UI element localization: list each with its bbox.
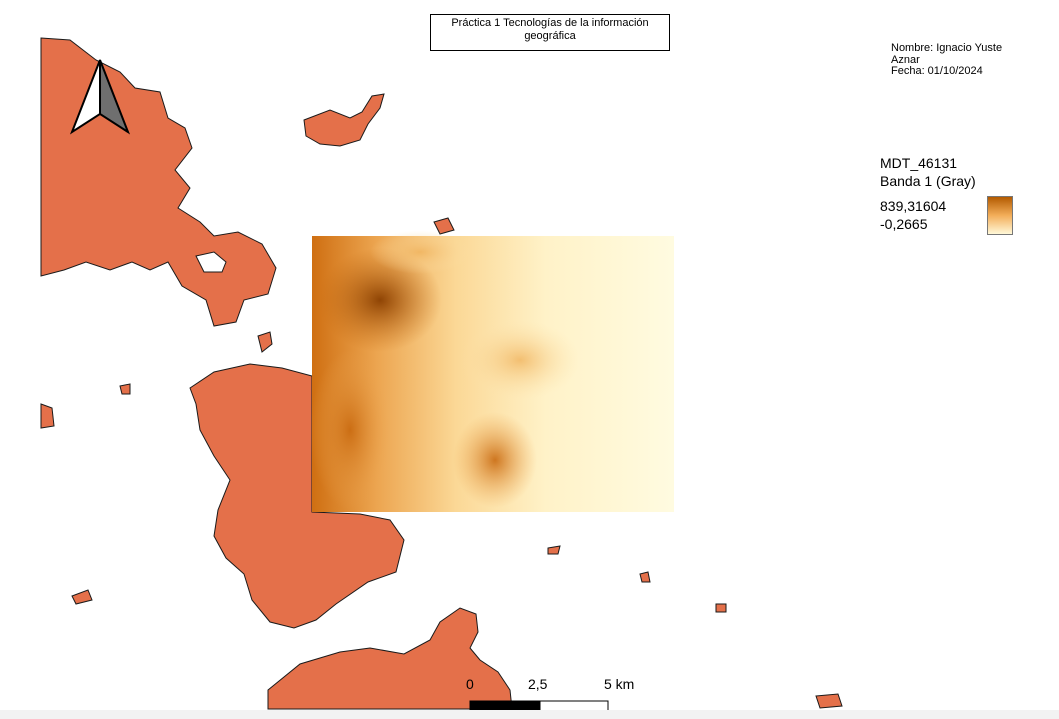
author-name-line1: Nombre: Ignacio Yuste — [891, 42, 1003, 54]
author-date: Fecha: 01/10/2024 — [891, 65, 983, 77]
legend-min-value: -0,2665 — [880, 216, 928, 232]
bottom-strip — [0, 710, 1059, 719]
land-polygon-northwest — [40, 37, 277, 327]
legend-band-name: Banda 1 (Gray) — [880, 173, 976, 189]
land-polygon-west-edge — [40, 403, 55, 429]
north-arrow-icon — [69, 59, 131, 135]
legend-max-value: 839,31604 — [880, 198, 947, 214]
land-polygon-islet-8 — [547, 545, 561, 555]
author-info: Nombre: Ignacio Yuste Aznar Fecha: 01/10… — [891, 42, 1021, 78]
legend-header: MDT_46131 Banda 1 (Gray) — [880, 154, 976, 190]
land-polygon-islet-4 — [433, 217, 455, 235]
legend-color-ramp — [987, 196, 1013, 235]
dem-raster — [310, 230, 674, 512]
land-polygon-islet-2 — [119, 383, 131, 395]
land-polygon-islet-6 — [715, 603, 727, 613]
land-polygon-lake — [195, 251, 227, 273]
legend-layer-name: MDT_46131 — [880, 155, 958, 171]
scale-label-end: 5 km — [604, 676, 635, 692]
land-polygon-islet-5 — [639, 571, 651, 583]
map-title: Práctica 1 Tecnologías de la información… — [430, 14, 670, 51]
scale-label-mid: 2,5 — [528, 676, 548, 692]
land-polygon-north-island — [303, 93, 385, 147]
land-polygon-islet-7 — [71, 589, 93, 605]
scale-label-0: 0 — [466, 676, 474, 692]
author-name-line2: Aznar — [891, 53, 920, 66]
land-polygon-islet-1 — [257, 331, 273, 353]
land-polygon-islet-3 — [815, 693, 843, 709]
land-polygon-south — [267, 607, 513, 710]
